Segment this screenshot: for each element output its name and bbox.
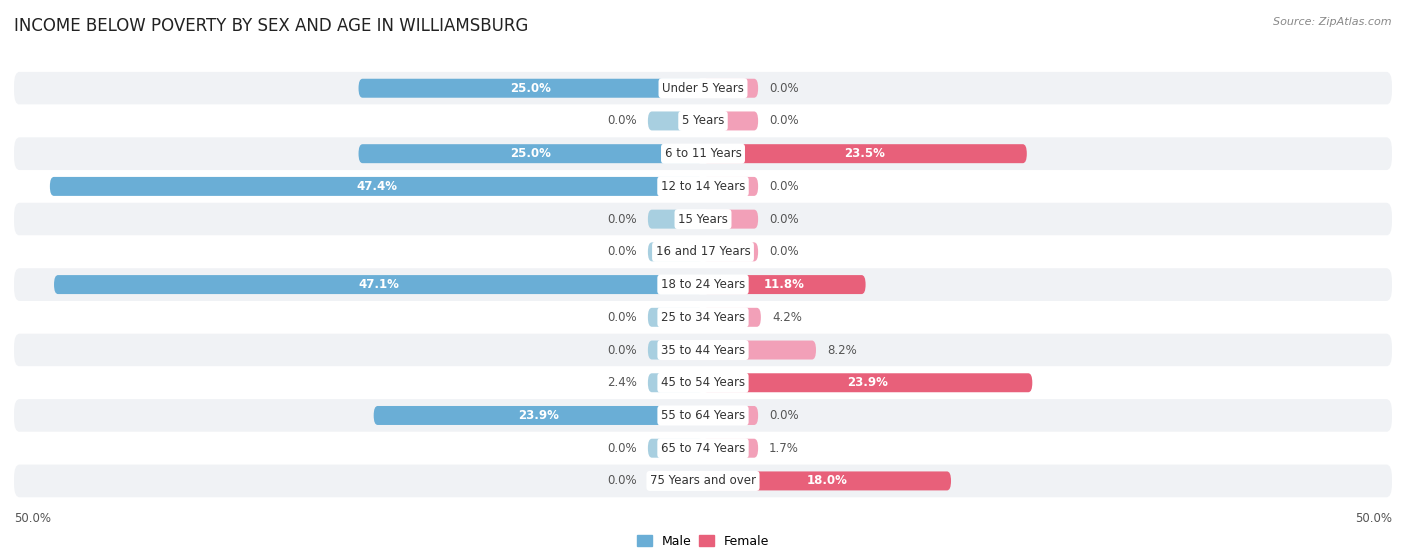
Text: 0.0%: 0.0%	[607, 442, 637, 455]
Text: 0.0%: 0.0%	[607, 246, 637, 258]
Text: 1.7%: 1.7%	[769, 442, 799, 455]
Text: 0.0%: 0.0%	[607, 474, 637, 488]
FancyBboxPatch shape	[648, 308, 703, 327]
FancyBboxPatch shape	[14, 301, 1392, 334]
FancyBboxPatch shape	[14, 399, 1392, 432]
FancyBboxPatch shape	[703, 144, 1026, 163]
FancyBboxPatch shape	[703, 439, 758, 458]
Text: 0.0%: 0.0%	[769, 246, 799, 258]
Text: 18.0%: 18.0%	[807, 474, 848, 488]
Text: 50.0%: 50.0%	[1355, 512, 1392, 525]
Legend: Male, Female: Male, Female	[631, 530, 775, 552]
Text: 5 Years: 5 Years	[682, 114, 724, 127]
FancyBboxPatch shape	[14, 203, 1392, 235]
FancyBboxPatch shape	[703, 79, 758, 98]
FancyBboxPatch shape	[14, 334, 1392, 367]
Text: 4.2%: 4.2%	[772, 311, 801, 324]
FancyBboxPatch shape	[703, 308, 761, 327]
Text: 0.0%: 0.0%	[607, 213, 637, 225]
Text: 47.4%: 47.4%	[356, 180, 396, 193]
Text: Under 5 Years: Under 5 Years	[662, 81, 744, 95]
FancyBboxPatch shape	[14, 72, 1392, 104]
FancyBboxPatch shape	[14, 170, 1392, 203]
FancyBboxPatch shape	[49, 177, 703, 196]
Text: 35 to 44 Years: 35 to 44 Years	[661, 344, 745, 357]
FancyBboxPatch shape	[648, 242, 703, 261]
Text: 12 to 14 Years: 12 to 14 Years	[661, 180, 745, 193]
Text: 18 to 24 Years: 18 to 24 Years	[661, 278, 745, 291]
Text: 8.2%: 8.2%	[827, 344, 856, 357]
Text: 25.0%: 25.0%	[510, 81, 551, 95]
FancyBboxPatch shape	[703, 242, 758, 261]
Text: 55 to 64 Years: 55 to 64 Years	[661, 409, 745, 422]
Text: 65 to 74 Years: 65 to 74 Years	[661, 442, 745, 455]
Text: 45 to 54 Years: 45 to 54 Years	[661, 376, 745, 389]
FancyBboxPatch shape	[648, 340, 703, 359]
FancyBboxPatch shape	[14, 104, 1392, 137]
Text: 2.4%: 2.4%	[607, 376, 637, 389]
Text: 23.9%: 23.9%	[517, 409, 558, 422]
Text: 11.8%: 11.8%	[763, 278, 804, 291]
FancyBboxPatch shape	[14, 268, 1392, 301]
FancyBboxPatch shape	[359, 144, 703, 163]
Text: 0.0%: 0.0%	[769, 409, 799, 422]
Text: 50.0%: 50.0%	[14, 512, 51, 525]
Text: 23.5%: 23.5%	[845, 147, 886, 160]
Text: 23.9%: 23.9%	[848, 376, 889, 389]
FancyBboxPatch shape	[703, 340, 815, 359]
Text: 0.0%: 0.0%	[769, 114, 799, 127]
FancyBboxPatch shape	[648, 112, 703, 131]
Text: Source: ZipAtlas.com: Source: ZipAtlas.com	[1274, 17, 1392, 27]
Text: 0.0%: 0.0%	[607, 311, 637, 324]
Text: 25.0%: 25.0%	[510, 147, 551, 160]
Text: 47.1%: 47.1%	[359, 278, 399, 291]
FancyBboxPatch shape	[703, 472, 950, 490]
FancyBboxPatch shape	[703, 112, 758, 131]
FancyBboxPatch shape	[648, 373, 703, 392]
FancyBboxPatch shape	[703, 406, 758, 425]
Text: 0.0%: 0.0%	[607, 114, 637, 127]
FancyBboxPatch shape	[14, 137, 1392, 170]
Text: 75 Years and over: 75 Years and over	[650, 474, 756, 488]
FancyBboxPatch shape	[14, 235, 1392, 268]
FancyBboxPatch shape	[14, 465, 1392, 497]
FancyBboxPatch shape	[648, 439, 703, 458]
Text: 15 Years: 15 Years	[678, 213, 728, 225]
FancyBboxPatch shape	[359, 79, 703, 98]
Text: INCOME BELOW POVERTY BY SEX AND AGE IN WILLIAMSBURG: INCOME BELOW POVERTY BY SEX AND AGE IN W…	[14, 17, 529, 35]
FancyBboxPatch shape	[703, 373, 1032, 392]
FancyBboxPatch shape	[703, 210, 758, 229]
FancyBboxPatch shape	[703, 275, 866, 294]
FancyBboxPatch shape	[53, 275, 703, 294]
FancyBboxPatch shape	[703, 177, 758, 196]
Text: 6 to 11 Years: 6 to 11 Years	[665, 147, 741, 160]
Text: 0.0%: 0.0%	[769, 180, 799, 193]
Text: 0.0%: 0.0%	[769, 81, 799, 95]
Text: 0.0%: 0.0%	[607, 344, 637, 357]
FancyBboxPatch shape	[374, 406, 703, 425]
FancyBboxPatch shape	[14, 367, 1392, 399]
FancyBboxPatch shape	[648, 210, 703, 229]
FancyBboxPatch shape	[14, 432, 1392, 465]
Text: 25 to 34 Years: 25 to 34 Years	[661, 311, 745, 324]
Text: 0.0%: 0.0%	[769, 213, 799, 225]
FancyBboxPatch shape	[648, 472, 703, 490]
Text: 16 and 17 Years: 16 and 17 Years	[655, 246, 751, 258]
